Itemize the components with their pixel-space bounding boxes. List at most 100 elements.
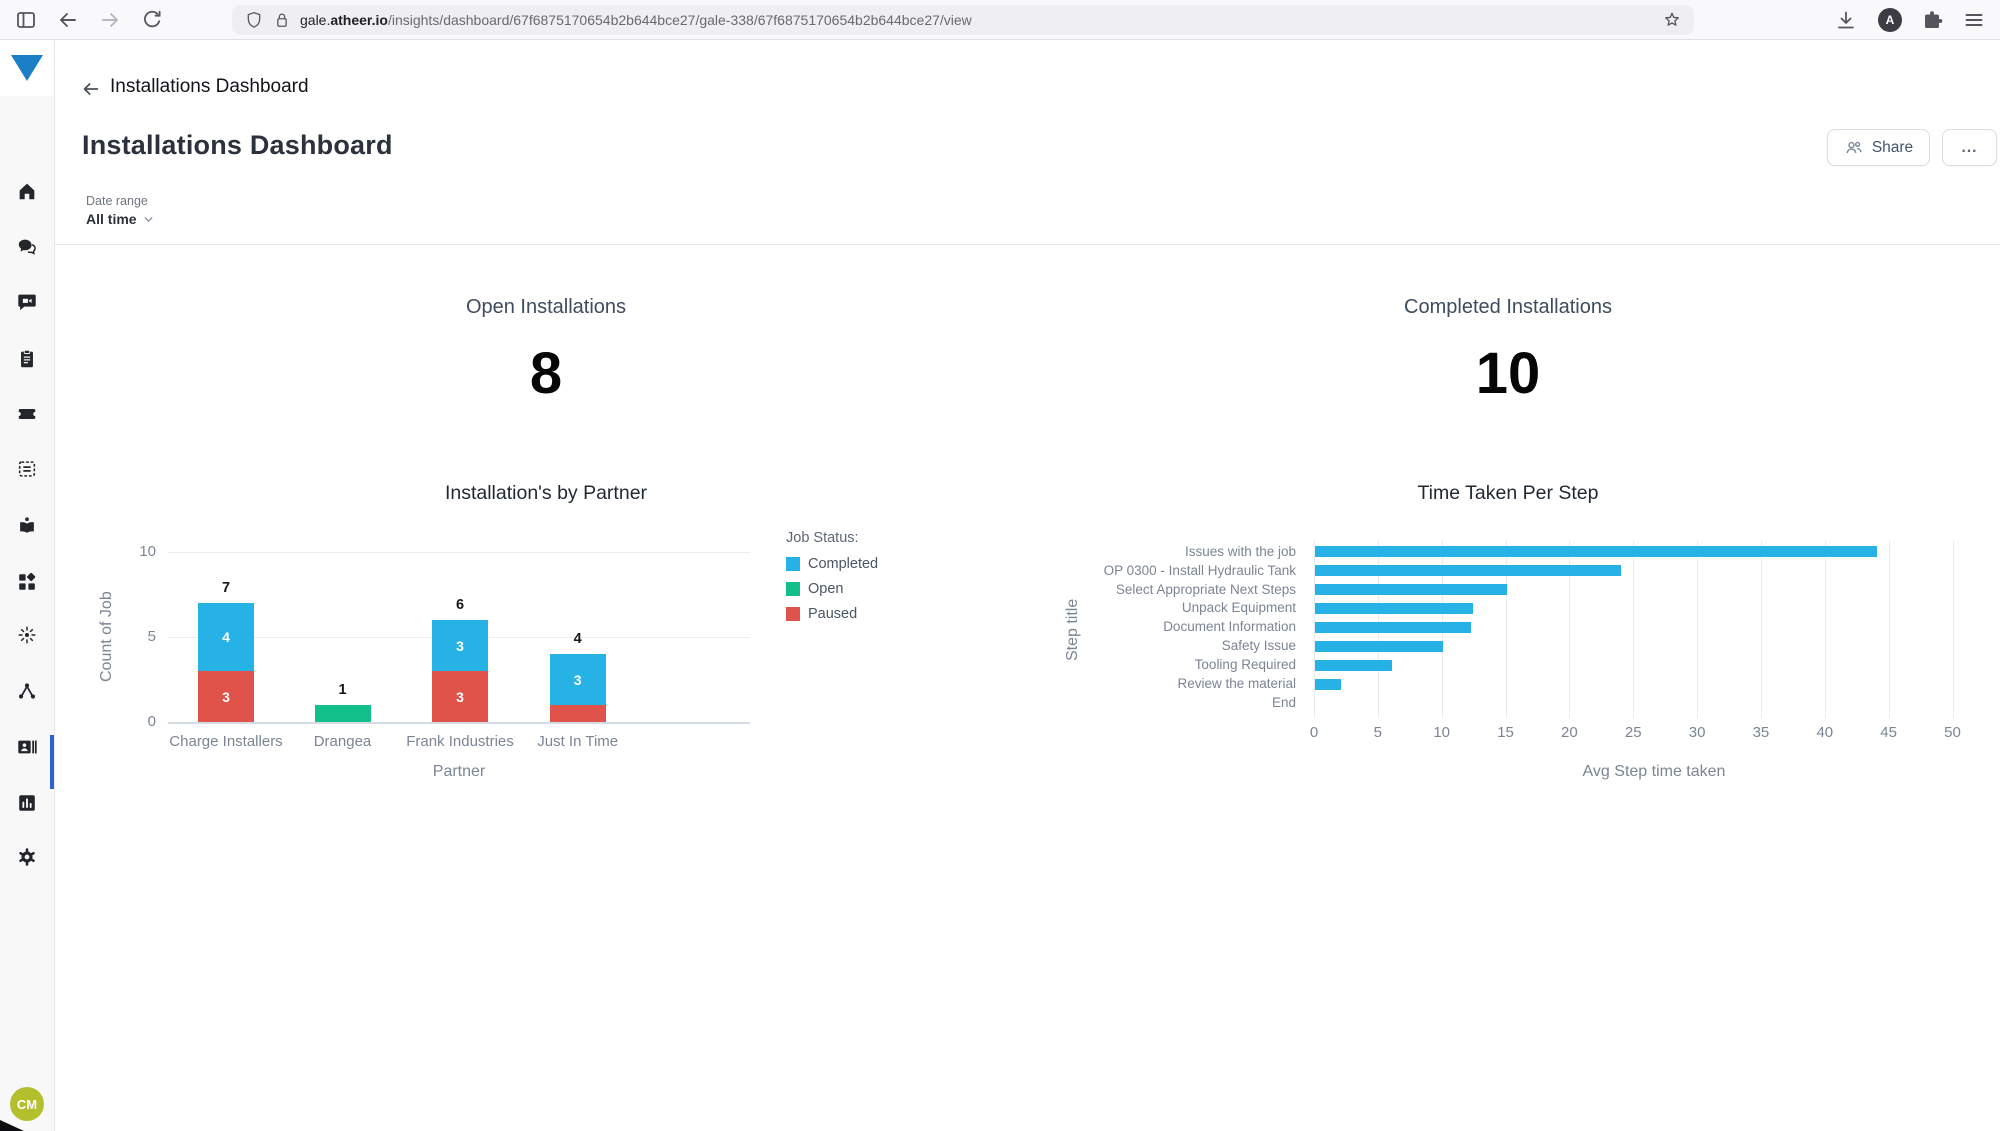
x-axis-tick-label: 45	[1880, 724, 1897, 741]
sidebar-item-ai-sparkle[interactable]	[16, 624, 40, 648]
browser-account-icon[interactable]: A	[1878, 8, 1902, 32]
atheer-logo[interactable]	[0, 40, 54, 96]
header-divider	[55, 244, 2000, 245]
metric-completed-title: Completed Installations	[1404, 296, 1612, 318]
screen-corner-artifact	[0, 1120, 24, 1131]
y-axis-tick-label: 10	[139, 543, 156, 560]
partner-chart-x-axis-title: Partner	[432, 763, 486, 780]
sidebar-item-tasks-clipboard[interactable]	[16, 348, 40, 372]
legend-item-open[interactable]: Open	[786, 581, 878, 597]
sidebar-item-forms-module[interactable]	[16, 458, 40, 482]
legend-swatch	[786, 607, 800, 621]
active-nav-indicator	[50, 735, 54, 789]
sidebar-item-workflow[interactable]	[16, 680, 40, 704]
sidebar-item-home[interactable]	[16, 180, 40, 204]
gridline	[1505, 540, 1507, 718]
bar-segment-open[interactable]	[314, 705, 371, 722]
x-axis-tick-label: 5	[1373, 724, 1383, 741]
share-button[interactable]: Share	[1827, 129, 1930, 166]
x-axis-tick-label: 50	[1944, 724, 1961, 741]
job-status-legend: Job Status: Completed Open Paused	[786, 530, 878, 631]
bar-segment-paused[interactable]: 3	[432, 671, 488, 722]
legend-item-completed[interactable]: Completed	[786, 556, 878, 572]
legend-swatch	[786, 582, 800, 596]
extensions-puzzle-icon[interactable]	[1920, 8, 1944, 32]
step-time-bar[interactable]	[1315, 584, 1507, 595]
step-category-label: Select Appropriate Next Steps	[1115, 581, 1296, 597]
sidebar-item-insights-chart[interactable]	[16, 792, 40, 816]
step-category-label: Unpack Equipment	[1181, 600, 1296, 616]
x-axis-tick-label: 25	[1624, 724, 1642, 741]
sidebar-item-team-contacts[interactable]	[16, 736, 40, 760]
step-time-bar[interactable]	[1315, 678, 1341, 690]
app-sidebar: CM	[0, 40, 55, 1131]
sidebar-toggle-icon[interactable]	[14, 8, 38, 32]
share-button-label: Share	[1871, 138, 1914, 156]
user-avatar[interactable]: CM	[10, 1087, 44, 1121]
browser-toolbar: gale.atheer.io/insights/dashboard/67f687…	[0, 0, 2000, 40]
metric-open-value: 8	[529, 341, 563, 406]
step-time-bar[interactable]	[1315, 546, 1877, 558]
legend-item-paused[interactable]: Paused	[786, 606, 878, 622]
step-time-bar[interactable]	[1315, 640, 1443, 652]
step-time-bar[interactable]	[1315, 659, 1392, 671]
bar-segment-paused[interactable]	[549, 705, 606, 722]
bar-segment-completed[interactable]: 3	[432, 620, 488, 671]
sidebar-item-chat[interactable]	[16, 236, 40, 260]
step-category-label: Tooling Required	[1194, 657, 1296, 673]
x-axis-tick-label: 30	[1688, 724, 1706, 741]
date-range-dropdown[interactable]: All time	[86, 211, 155, 227]
gridline	[1760, 540, 1762, 718]
sidebar-item-learning-book[interactable]	[16, 515, 40, 539]
x-axis-category-label: Just In Time	[537, 733, 619, 750]
x-axis-tick-label: 40	[1816, 724, 1834, 741]
partner-chart-title: Installation's by Partner	[444, 482, 648, 504]
page-title: Installations Dashboard	[82, 130, 393, 160]
people-icon	[1846, 141, 1862, 153]
downloads-icon[interactable]	[1834, 8, 1858, 32]
gridline	[1569, 540, 1571, 718]
bar-segment-completed[interactable]: 4	[198, 603, 254, 671]
gridline	[168, 722, 750, 724]
lock-icon	[272, 10, 292, 30]
gridline	[1824, 540, 1826, 718]
sidebar-item-ticket[interactable]	[16, 403, 40, 427]
menu-hamburger-icon[interactable]	[1962, 8, 1986, 32]
metric-open-title: Open Installations	[465, 296, 627, 318]
x-axis-tick-label: 15	[1497, 724, 1514, 741]
legend-swatch	[786, 557, 800, 571]
bookmark-star-icon[interactable]	[1662, 10, 1682, 30]
forward-icon[interactable]	[98, 8, 122, 32]
back-icon[interactable]	[56, 8, 80, 32]
sidebar-item-settings-gear[interactable]	[16, 846, 40, 870]
x-axis-tick-label: 20	[1561, 724, 1578, 741]
step-category-label: Issues with the job	[1184, 543, 1296, 559]
gridline	[1633, 540, 1635, 718]
shield-icon[interactable]	[244, 10, 264, 30]
x-axis-tick-label: 10	[1433, 724, 1451, 741]
step-category-label: Document Information	[1163, 619, 1296, 635]
step-time-bar[interactable]	[1315, 621, 1471, 633]
triangle-logo-icon	[11, 55, 43, 81]
gridline	[1952, 540, 1954, 718]
more-options-button[interactable]: ...	[1942, 129, 1997, 166]
step-time-bar[interactable]	[1315, 565, 1622, 577]
step-category-label: End	[1271, 694, 1296, 710]
back-arrow-icon[interactable]	[80, 78, 102, 100]
url-bar[interactable]: gale.atheer.io/insights/dashboard/67f687…	[232, 5, 1694, 35]
bar-segment-paused[interactable]: 3	[198, 671, 254, 722]
step-category-label: OP 0300 - Install Hydraulic Tank	[1103, 562, 1296, 578]
breadcrumb-title: Installations Dashboard	[110, 76, 309, 97]
sidebar-item-apps-blocks[interactable]	[16, 571, 40, 595]
time-chart-x-axis-title: Avg Step time taken	[1582, 763, 1726, 780]
reload-icon[interactable]	[140, 8, 164, 32]
y-axis-tick-label: 0	[147, 713, 156, 730]
x-axis-tick-label: 0	[1309, 724, 1319, 741]
bar-total-label: 4	[573, 631, 582, 647]
step-time-bar[interactable]	[1315, 602, 1474, 614]
sidebar-item-video-message[interactable]	[16, 291, 40, 315]
y-axis-tick-label: 5	[147, 628, 156, 645]
legend-label: Open	[808, 581, 844, 597]
bar-segment-completed[interactable]: 3	[549, 654, 606, 705]
